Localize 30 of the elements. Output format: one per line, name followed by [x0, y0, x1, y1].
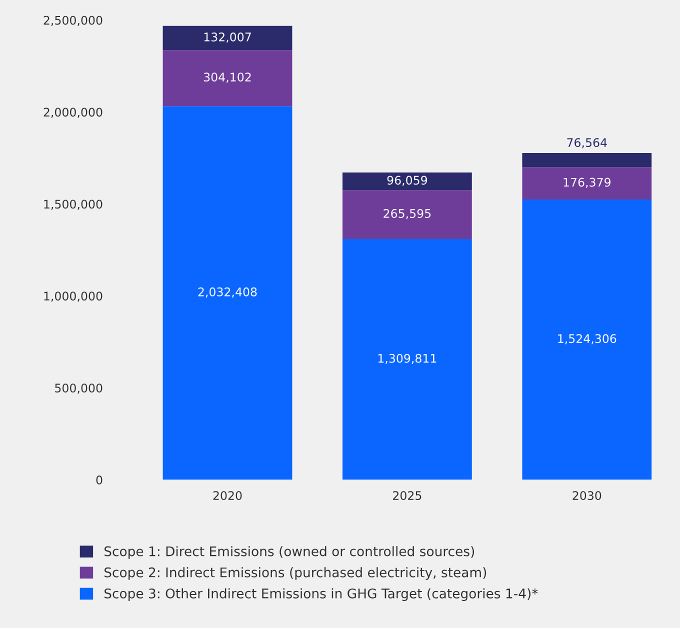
legend-label: Scope 1: Direct Emissions (owned or controlled sources): [104, 546, 474, 559]
data-label: 76,564: [567, 138, 607, 148]
bar: [522, 200, 652, 480]
legend-label: Scope 2: Indirect Emissions (purchased electricity, steam): [104, 567, 486, 580]
bar: [342, 238, 472, 480]
legend-label: Scope 3: Other Indirect Emissions in GHG Target (categories 1-4)*: [104, 588, 538, 602]
y-tick-label: 2,500,000: [44, 16, 102, 26]
bar: [162, 26, 292, 50]
data-label: 96,059: [387, 176, 428, 186]
data-label: 1,524,306: [558, 334, 616, 344]
x-tick-label: 2025: [393, 491, 422, 500]
x-tick-label: 2030: [572, 491, 602, 500]
data-label: 176,379: [564, 178, 610, 188]
bar: [522, 167, 652, 200]
data-label: 265,595: [384, 209, 431, 220]
y-tick-label: 500,000: [55, 384, 102, 394]
y-tick-label: 0: [96, 476, 102, 484]
bar: [342, 172, 472, 190]
data-label: 304,102: [204, 72, 251, 83]
bar: [342, 190, 472, 239]
bar: [162, 50, 292, 106]
bar: [162, 106, 292, 480]
y-tick-label: 1,500,000: [44, 200, 102, 210]
x-tick-label: 2020: [213, 491, 242, 500]
data-label: 132,007: [204, 32, 251, 43]
data-label: 2,032,408: [198, 287, 257, 298]
y-tick-label: 1,000,000: [44, 292, 102, 302]
y-tick-label: 2,000,000: [44, 108, 102, 118]
data-label: 1,309,811: [378, 354, 436, 364]
bar: [522, 152, 652, 168]
